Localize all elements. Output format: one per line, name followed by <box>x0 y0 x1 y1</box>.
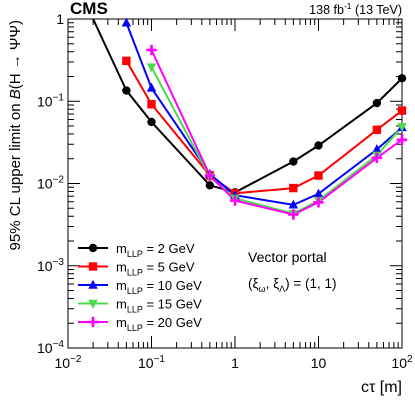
data-point <box>372 98 382 108</box>
legend-label: mLLP = 5 GeV <box>116 260 195 278</box>
data-point <box>146 63 157 73</box>
data-point <box>121 17 132 27</box>
data-point <box>288 199 299 209</box>
data-point <box>314 171 323 180</box>
data-point <box>146 82 157 92</box>
data-point <box>205 181 215 190</box>
data-point <box>204 170 216 181</box>
legend-marker <box>88 262 98 271</box>
legend-marker <box>88 299 98 309</box>
annotation-couplings: (ξω, ξΛ) = (1, 1) <box>248 276 337 294</box>
legend-entry: mLLP = 5 GeV <box>78 260 195 278</box>
y-tick-label: 1 <box>56 11 64 27</box>
series-markers <box>121 17 408 220</box>
data-point <box>371 152 383 164</box>
data-point <box>146 44 157 56</box>
data-point <box>229 195 241 206</box>
data-point <box>313 197 324 208</box>
data-point <box>289 157 298 166</box>
legend-entry: mLLP = 20 GeV <box>78 315 202 333</box>
legend-label: mLLP = 10 GeV <box>116 278 202 296</box>
legend-label: mLLP = 15 GeV <box>116 297 202 315</box>
x-tick-label: 10−2 <box>55 354 82 371</box>
legend-marker <box>87 316 99 328</box>
series-lines <box>92 18 403 216</box>
data-point <box>147 100 156 109</box>
data-point <box>122 56 131 66</box>
data-point <box>147 117 156 127</box>
data-point <box>397 106 407 115</box>
data-point <box>396 134 408 145</box>
data-point <box>372 144 382 154</box>
data-point <box>397 123 407 132</box>
x-tick-label: 1 <box>231 355 239 371</box>
data-point <box>288 209 299 220</box>
annotation-portal: Vector portal <box>248 249 327 265</box>
legend-label: mLLP = 20 GeV <box>116 315 202 333</box>
legend-entry: mLLP = 10 GeV <box>78 278 202 296</box>
data-point <box>122 86 131 95</box>
legend-marker <box>88 243 98 253</box>
y-tick-label: 10−3 <box>37 257 64 274</box>
y-tick-label: 10−2 <box>37 175 64 192</box>
legend-marker <box>88 279 98 289</box>
x-tick-label: 10−1 <box>138 354 165 371</box>
cms-label: CMS <box>70 0 108 18</box>
x-axis-title: cτ [m] <box>361 379 402 396</box>
legend-label: mLLP = 2 GeV <box>116 241 195 259</box>
data-point <box>313 188 324 198</box>
series-line-1 <box>125 60 403 195</box>
data-point <box>314 141 323 150</box>
legend-entry: mLLP = 15 GeV <box>78 297 202 315</box>
legend-entry: mLLP = 2 GeV <box>78 241 195 259</box>
x-tick-label: 10 <box>311 355 327 371</box>
data-point <box>397 74 407 83</box>
series-line-2 <box>125 22 403 206</box>
y-axis-title: 95% CL upper limit on B(H → ΨΨ) <box>7 20 24 250</box>
data-point <box>372 125 382 134</box>
y-tick-label: 10−4 <box>37 339 64 356</box>
x-tick-label: 102 <box>391 354 413 371</box>
data-point <box>289 183 298 193</box>
luminosity-label: 138 fb-1 (13 TeV) <box>309 1 402 17</box>
y-tick-label: 10−1 <box>37 92 64 109</box>
